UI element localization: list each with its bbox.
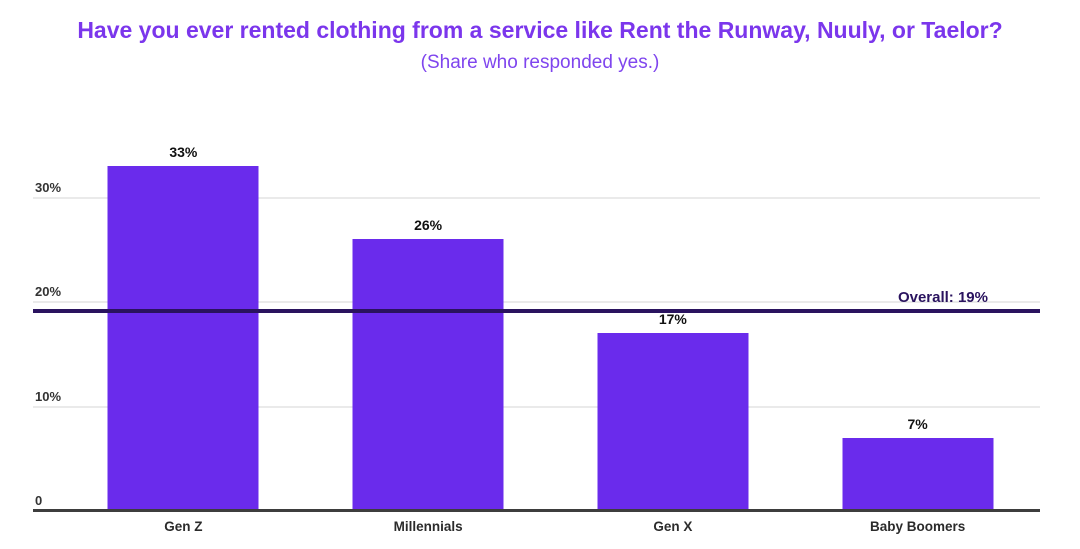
bar-chart-plot: 0 10% 20% 30% 33% 26% 17% 7% Overall: 19% bbox=[33, 135, 1040, 512]
chart-page: Have you ever rented clothing from a ser… bbox=[0, 16, 1080, 534]
overall-line-label: Overall: 19% bbox=[897, 288, 988, 306]
gridline-20 bbox=[33, 301, 1040, 304]
bar-millennials bbox=[352, 239, 504, 511]
bar-baby-boomers bbox=[842, 437, 994, 511]
bar-slot-gen-x: 17% bbox=[551, 135, 796, 511]
category-label-millennials: Millennials bbox=[393, 519, 463, 534]
bar-slot-baby-boomers: 7% bbox=[795, 135, 1040, 511]
category-label-gen-z: Gen Z bbox=[164, 519, 203, 534]
category-label-baby-boomers: Baby Boomers bbox=[869, 519, 966, 534]
y-tick-label-20: 20% bbox=[35, 284, 62, 300]
chart-subtitle: (Share who responded yes.) bbox=[420, 51, 660, 73]
bar-slot-gen-z: 33% bbox=[61, 135, 306, 511]
bars-layer: 33% 26% 17% 7% bbox=[61, 135, 1040, 511]
x-axis-line bbox=[33, 509, 1040, 512]
chart-title: Have you ever rented clothing from a ser… bbox=[77, 17, 1003, 43]
bar-value-label-baby-boomers: 7% bbox=[907, 415, 928, 432]
category-label-gen-x: Gen X bbox=[653, 519, 693, 534]
bar-gen-z bbox=[107, 166, 259, 511]
bar-value-label-millennials: 26% bbox=[414, 217, 443, 234]
bar-value-label-gen-z: 33% bbox=[169, 144, 198, 161]
y-tick-label-10: 10% bbox=[35, 388, 62, 404]
bar-gen-x bbox=[597, 333, 749, 511]
bar-slot-millennials: 26% bbox=[306, 135, 551, 511]
x-axis-labels: Gen Z Millennials Gen X Baby Boomers bbox=[61, 519, 1040, 534]
y-tick-label-30: 30% bbox=[35, 179, 62, 195]
gridline-10 bbox=[33, 405, 1040, 408]
gridline-30 bbox=[33, 196, 1040, 199]
overall-reference-line bbox=[33, 308, 1040, 313]
y-tick-label-0: 0 bbox=[35, 493, 43, 508]
bar-value-label-gen-x: 17% bbox=[658, 311, 687, 328]
